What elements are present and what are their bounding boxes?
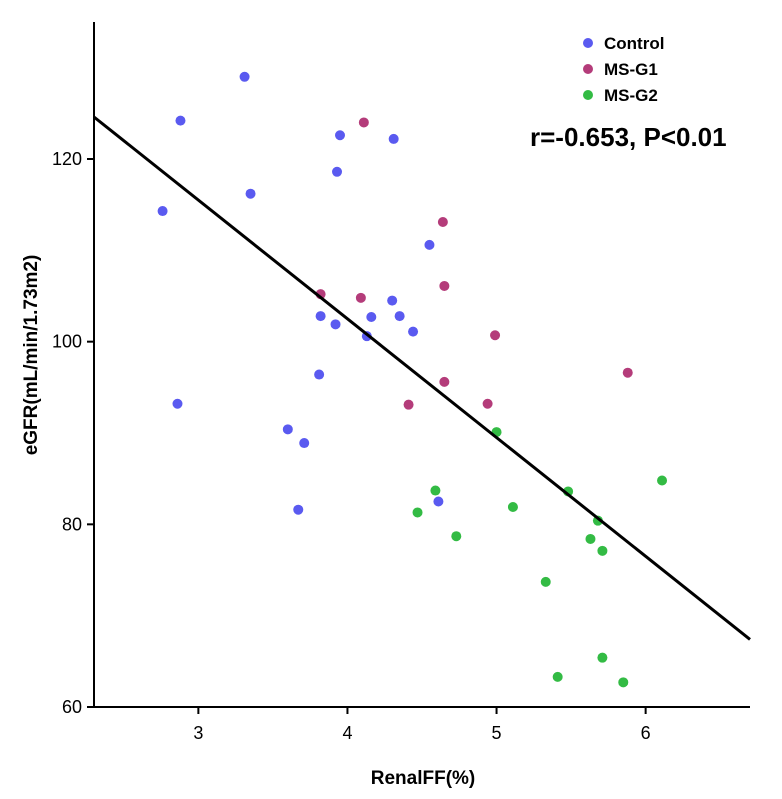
data-point-ms-g2: [451, 531, 462, 542]
data-point-ms-g1: [355, 292, 366, 303]
regression-line: [93, 115, 751, 641]
data-point-ms-g1: [490, 330, 501, 341]
data-point-ms-g2: [412, 507, 423, 518]
data-point-control: [424, 239, 435, 250]
x-tick-label: 4: [342, 723, 352, 743]
y-axis-title: eGFR(mL/min/1.73m2): [21, 255, 42, 456]
data-point-control: [433, 496, 444, 507]
data-point-ms-g1: [482, 398, 493, 409]
legend-marker-ms-g2: [583, 90, 593, 100]
legend-label-ms-g2: MS-G2: [604, 86, 658, 105]
data-point-control: [314, 369, 325, 380]
data-point-ms-g2: [540, 576, 551, 587]
data-point-control: [387, 295, 398, 306]
data-points: [157, 71, 668, 688]
data-point-ms-g2: [618, 677, 629, 688]
y-tick-label: 80: [62, 514, 82, 534]
correlation-annotation: r=-0.653, P<0.01: [530, 122, 727, 152]
data-point-ms-g2: [597, 545, 608, 556]
y-tick-label: 120: [52, 149, 82, 169]
data-point-control: [335, 130, 345, 141]
data-point-ms-g2: [507, 501, 518, 512]
y-axis-ticks: 60 80 100 120: [52, 149, 94, 717]
y-tick-label: 100: [52, 332, 82, 352]
legend-marker-ms-g1: [583, 64, 593, 74]
x-tick-label: 3: [193, 723, 203, 743]
data-point-control: [245, 188, 256, 199]
legend-label-control: Control: [604, 34, 664, 53]
data-point-ms-g1: [439, 376, 450, 387]
data-point-control: [282, 424, 293, 435]
data-point-control: [330, 319, 341, 330]
legend: Control MS-G1 MS-G2: [583, 34, 664, 105]
data-point-ms-g1: [403, 399, 414, 410]
data-point-control: [394, 311, 405, 322]
data-point-ms-g2: [585, 533, 596, 544]
legend-marker-control: [583, 38, 593, 48]
data-point-control: [332, 166, 343, 177]
data-point-control: [408, 326, 419, 337]
data-point-control: [239, 71, 250, 82]
data-point-ms-g1: [437, 217, 448, 228]
data-point-control: [293, 504, 304, 515]
data-point-ms-g1: [358, 117, 369, 128]
data-point-control: [157, 206, 168, 217]
data-point-control: [175, 115, 186, 126]
x-axis-title: RenalFF(%): [371, 768, 476, 789]
x-tick-label: 5: [492, 723, 502, 743]
y-tick-label: 60: [62, 697, 82, 717]
data-point-ms-g2: [597, 652, 608, 663]
data-point-control: [172, 398, 183, 409]
data-point-control: [299, 438, 310, 449]
data-point-ms-g2: [430, 485, 441, 496]
data-point-ms-g1: [439, 280, 450, 291]
data-point-control: [315, 311, 326, 322]
data-point-ms-g2: [552, 671, 563, 682]
legend-label-ms-g1: MS-G1: [604, 60, 658, 79]
x-tick-label: 6: [641, 723, 651, 743]
x-axis-ticks: 3 4 5 6: [193, 707, 651, 743]
data-point-ms-g1: [622, 367, 633, 378]
data-point-control: [366, 312, 377, 323]
data-point-control: [388, 133, 399, 144]
data-point-ms-g2: [657, 475, 668, 486]
